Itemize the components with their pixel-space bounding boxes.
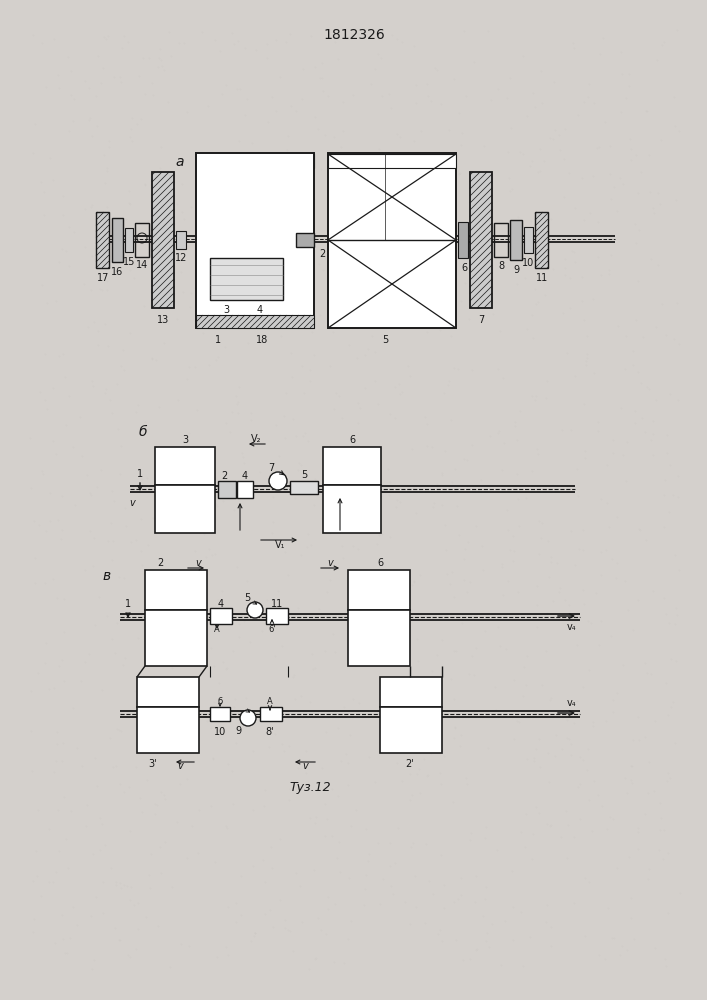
Text: 10: 10 xyxy=(522,258,534,268)
Bar xyxy=(196,315,314,328)
Bar xyxy=(137,677,199,707)
Bar xyxy=(135,223,149,257)
Text: v: v xyxy=(195,558,201,568)
Text: Τуз.12: Τуз.12 xyxy=(289,780,331,794)
Bar xyxy=(260,707,282,721)
Text: v: v xyxy=(177,761,183,771)
Text: б: б xyxy=(217,696,223,706)
Text: 3': 3' xyxy=(148,759,158,769)
Bar xyxy=(125,228,133,252)
Bar xyxy=(470,172,492,308)
Text: 2: 2 xyxy=(221,471,227,481)
Bar xyxy=(237,481,253,498)
Text: 1: 1 xyxy=(125,599,131,609)
Circle shape xyxy=(269,472,287,490)
Bar xyxy=(328,153,456,328)
Bar xyxy=(137,707,199,753)
Text: 7: 7 xyxy=(478,315,484,325)
Bar xyxy=(196,154,314,168)
Bar xyxy=(328,154,456,168)
Bar xyxy=(290,481,318,494)
Circle shape xyxy=(247,602,263,618)
Text: v: v xyxy=(327,558,333,568)
Text: в: в xyxy=(103,569,111,583)
Text: 6: 6 xyxy=(377,558,383,568)
Bar xyxy=(210,258,283,300)
Text: 10: 10 xyxy=(214,727,226,737)
Text: 2: 2 xyxy=(319,249,325,259)
Text: 2: 2 xyxy=(157,558,163,568)
Text: 11: 11 xyxy=(271,599,283,609)
Text: 4: 4 xyxy=(218,599,224,609)
Text: 9: 9 xyxy=(235,726,241,736)
Text: 15: 15 xyxy=(123,257,135,267)
Text: 3: 3 xyxy=(182,435,188,445)
Text: 1: 1 xyxy=(137,469,143,479)
Text: 8: 8 xyxy=(498,261,504,271)
Bar xyxy=(524,227,533,253)
Bar xyxy=(348,610,410,666)
Bar xyxy=(210,608,232,624)
Text: 7: 7 xyxy=(268,463,274,473)
Text: 17: 17 xyxy=(97,273,109,283)
Bar xyxy=(266,608,288,624)
Bar xyxy=(176,231,186,249)
Text: 4: 4 xyxy=(242,471,248,481)
Bar xyxy=(323,485,381,533)
Circle shape xyxy=(240,710,256,726)
Text: 13: 13 xyxy=(157,315,169,325)
Bar xyxy=(218,481,236,498)
Bar xyxy=(145,610,207,666)
Bar xyxy=(380,677,442,707)
Bar xyxy=(535,212,548,268)
Text: v₄: v₄ xyxy=(567,698,577,708)
Text: v: v xyxy=(302,761,308,771)
Bar xyxy=(323,447,381,485)
Bar xyxy=(210,707,230,721)
Text: 1812326: 1812326 xyxy=(323,28,385,42)
Text: 16: 16 xyxy=(111,267,123,277)
Text: A: A xyxy=(267,696,273,706)
Text: v: v xyxy=(129,498,135,508)
Text: 14: 14 xyxy=(136,260,148,270)
Bar xyxy=(380,707,442,753)
Text: а: а xyxy=(176,155,185,169)
Text: V₂: V₂ xyxy=(251,434,262,444)
Text: 6: 6 xyxy=(349,435,355,445)
Bar xyxy=(494,223,508,257)
Text: 4: 4 xyxy=(257,305,263,315)
Text: V₁: V₁ xyxy=(275,540,285,550)
Bar xyxy=(96,212,109,268)
Text: v₄: v₄ xyxy=(567,622,577,632)
Bar xyxy=(458,222,468,258)
Text: б: б xyxy=(139,425,147,439)
Bar xyxy=(155,485,215,533)
Text: 6: 6 xyxy=(461,263,467,273)
Text: 5: 5 xyxy=(301,470,307,480)
Text: 9: 9 xyxy=(513,265,519,275)
Bar xyxy=(112,218,123,262)
Text: 2': 2' xyxy=(406,759,414,769)
Text: 6': 6' xyxy=(268,626,276,635)
Bar xyxy=(296,233,314,247)
Text: 5: 5 xyxy=(382,335,388,345)
Bar xyxy=(510,220,522,260)
Text: 12: 12 xyxy=(175,253,187,263)
Text: 11: 11 xyxy=(536,273,548,283)
Text: 18: 18 xyxy=(256,335,268,345)
Text: 1: 1 xyxy=(215,335,221,345)
Bar xyxy=(145,570,207,610)
Bar xyxy=(152,172,174,308)
Text: 5: 5 xyxy=(244,593,250,603)
Text: A: A xyxy=(214,626,220,635)
Bar xyxy=(155,447,215,485)
Bar xyxy=(196,153,314,328)
Text: 3: 3 xyxy=(223,305,229,315)
Text: 8': 8' xyxy=(266,727,274,737)
Bar xyxy=(348,570,410,610)
